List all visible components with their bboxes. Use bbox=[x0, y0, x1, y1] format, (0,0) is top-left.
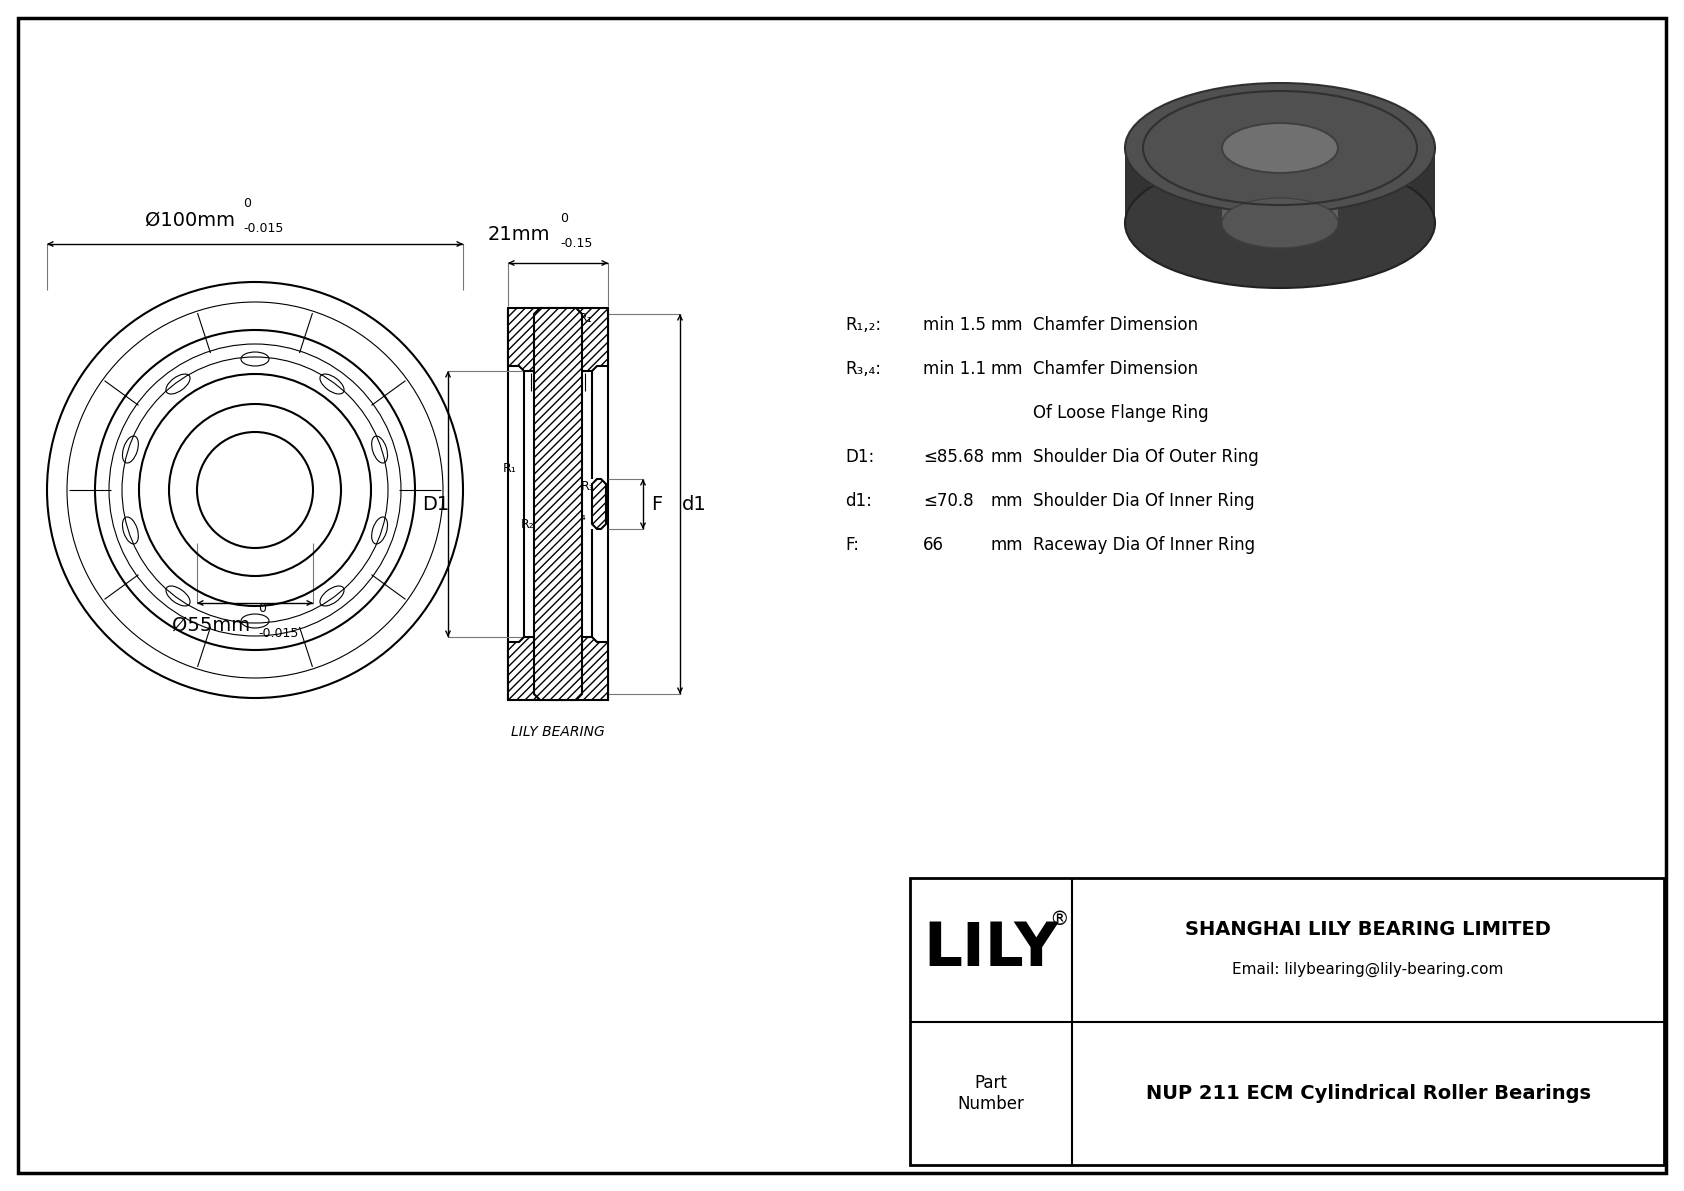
Text: 0: 0 bbox=[561, 212, 568, 225]
Ellipse shape bbox=[1223, 198, 1339, 248]
Text: Email: lilybearing@lily-bearing.com: Email: lilybearing@lily-bearing.com bbox=[1233, 962, 1504, 978]
Text: R₃,₄:: R₃,₄: bbox=[845, 360, 881, 378]
Text: d1: d1 bbox=[682, 494, 706, 513]
Text: 0: 0 bbox=[242, 197, 251, 210]
Text: mm: mm bbox=[990, 448, 1022, 466]
Text: D1:: D1: bbox=[845, 448, 874, 466]
Text: mm: mm bbox=[990, 492, 1022, 510]
Text: Of Loose Flange Ring: Of Loose Flange Ring bbox=[1032, 404, 1209, 422]
Text: Shoulder Dia Of Inner Ring: Shoulder Dia Of Inner Ring bbox=[1032, 492, 1255, 510]
Polygon shape bbox=[1410, 148, 1435, 223]
Text: Ø100mm: Ø100mm bbox=[145, 211, 236, 230]
Ellipse shape bbox=[1125, 83, 1435, 213]
Text: ≤85.68: ≤85.68 bbox=[923, 448, 983, 466]
Text: F:: F: bbox=[845, 536, 859, 554]
Text: R₄: R₄ bbox=[573, 510, 588, 523]
Polygon shape bbox=[1125, 148, 1150, 223]
Text: Part
Number: Part Number bbox=[958, 1074, 1024, 1112]
Polygon shape bbox=[1125, 148, 1435, 223]
Text: -0.015: -0.015 bbox=[242, 222, 283, 235]
Text: R₂: R₂ bbox=[547, 316, 561, 329]
Text: R₃: R₃ bbox=[581, 480, 594, 493]
Text: ®: ® bbox=[1049, 910, 1069, 929]
Bar bbox=[909, 878, 1664, 1165]
Text: R₂: R₂ bbox=[520, 518, 536, 530]
Polygon shape bbox=[593, 479, 606, 529]
Text: Chamfer Dimension: Chamfer Dimension bbox=[1032, 360, 1197, 378]
Text: R₁,₂:: R₁,₂: bbox=[845, 316, 881, 333]
Text: Raceway Dia Of Inner Ring: Raceway Dia Of Inner Ring bbox=[1032, 536, 1255, 554]
Text: 66: 66 bbox=[923, 536, 945, 554]
Text: NUP 211 ECM Cylindrical Roller Bearings: NUP 211 ECM Cylindrical Roller Bearings bbox=[1145, 1084, 1590, 1103]
Text: ≤70.8: ≤70.8 bbox=[923, 492, 973, 510]
Polygon shape bbox=[1223, 163, 1339, 223]
Text: mm: mm bbox=[990, 360, 1022, 378]
Text: -0.015: -0.015 bbox=[258, 626, 298, 640]
Text: 21mm: 21mm bbox=[487, 225, 551, 244]
Text: mm: mm bbox=[990, 316, 1022, 333]
Text: -0.15: -0.15 bbox=[561, 237, 593, 250]
Polygon shape bbox=[534, 308, 583, 700]
Polygon shape bbox=[509, 308, 608, 372]
Text: Chamfer Dimension: Chamfer Dimension bbox=[1032, 316, 1197, 333]
Text: R₁: R₁ bbox=[504, 462, 517, 475]
Text: LILY: LILY bbox=[923, 921, 1059, 979]
Text: R₁: R₁ bbox=[579, 312, 593, 324]
Text: SHANGHAI LILY BEARING LIMITED: SHANGHAI LILY BEARING LIMITED bbox=[1186, 921, 1551, 940]
Text: 0: 0 bbox=[258, 601, 266, 615]
Text: mm: mm bbox=[990, 536, 1022, 554]
Text: Ø55mm: Ø55mm bbox=[172, 616, 249, 635]
Text: min 1.1: min 1.1 bbox=[923, 360, 987, 378]
Text: d1:: d1: bbox=[845, 492, 872, 510]
Text: min 1.5: min 1.5 bbox=[923, 316, 987, 333]
Text: D1: D1 bbox=[423, 494, 450, 513]
Ellipse shape bbox=[1223, 123, 1339, 173]
Ellipse shape bbox=[1125, 158, 1435, 288]
Text: Shoulder Dia Of Outer Ring: Shoulder Dia Of Outer Ring bbox=[1032, 448, 1258, 466]
Polygon shape bbox=[509, 637, 608, 700]
Text: LILY BEARING: LILY BEARING bbox=[512, 725, 605, 738]
Text: F: F bbox=[652, 494, 662, 513]
